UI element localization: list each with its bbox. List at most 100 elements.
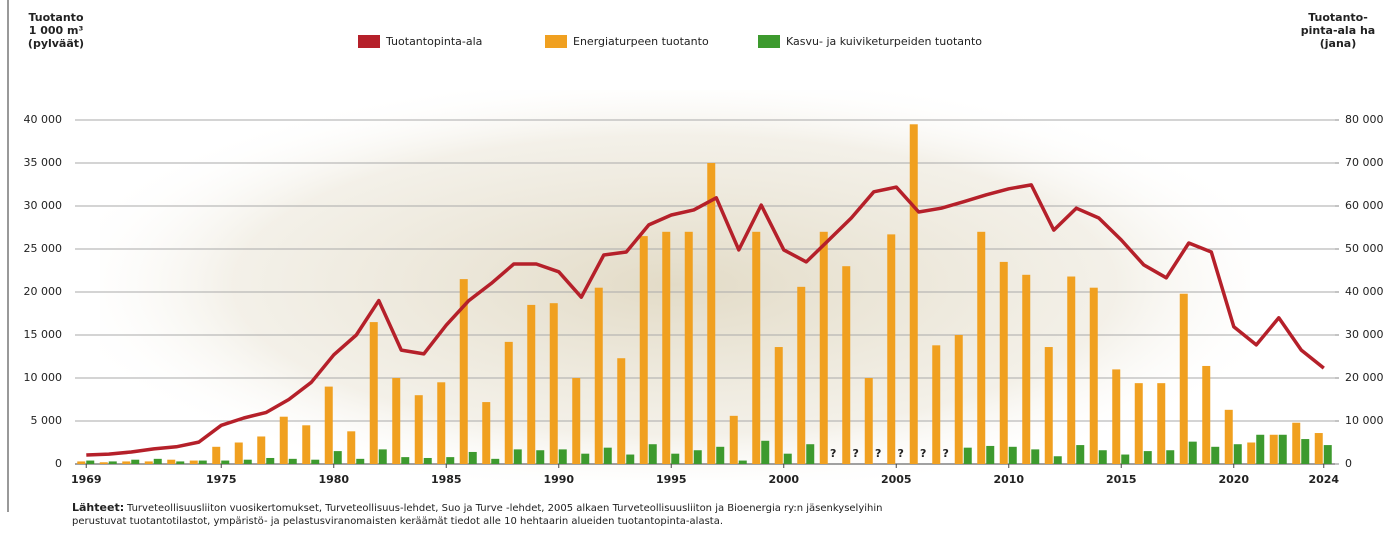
bar	[527, 305, 535, 464]
bar	[1324, 445, 1332, 464]
bar	[887, 234, 895, 464]
bar	[842, 266, 850, 464]
bar	[685, 232, 693, 464]
bar	[1090, 288, 1098, 464]
bar	[311, 460, 319, 464]
value-label: ?	[898, 447, 904, 460]
bar	[77, 461, 85, 464]
bar	[289, 459, 297, 464]
bar	[437, 382, 445, 464]
bar	[1112, 369, 1120, 464]
x-tick-label: 1969	[71, 473, 102, 486]
bar	[415, 395, 423, 464]
y2-tick-label: 0	[1345, 457, 1352, 470]
bar	[235, 443, 243, 465]
y2-axis-label: Tuotanto-	[1308, 11, 1368, 24]
legend-swatch	[358, 35, 380, 48]
bar	[482, 402, 490, 464]
bar	[1256, 435, 1264, 464]
bar	[932, 345, 940, 464]
y-tick-label: 15 000	[24, 328, 63, 341]
bar	[446, 457, 454, 464]
bar	[1054, 456, 1062, 464]
bar	[1202, 366, 1210, 464]
bar	[1225, 410, 1233, 464]
bar	[514, 449, 522, 464]
bar	[392, 378, 400, 464]
bar	[1301, 439, 1309, 464]
bar	[145, 461, 153, 464]
bar	[977, 232, 985, 464]
source-text: perustuvat tuotantotilastot, ympäristö- …	[72, 516, 723, 527]
bar	[752, 232, 760, 464]
bar	[257, 436, 265, 464]
x-tick-label: 2010	[993, 473, 1024, 486]
bar	[1135, 383, 1143, 464]
bar	[1315, 433, 1323, 464]
bar	[491, 459, 499, 464]
y2-tick-label: 40 000	[1345, 285, 1384, 298]
bar	[775, 347, 783, 464]
bar	[572, 378, 580, 464]
value-label: ?	[853, 447, 859, 460]
bar	[1189, 442, 1197, 464]
y2-tick-label: 70 000	[1345, 156, 1384, 169]
y2-tick-label: 20 000	[1345, 371, 1384, 384]
legend-label: Energiaturpeen tuotanto	[573, 35, 709, 48]
value-label: ?	[943, 447, 949, 460]
y-tick-label: 5 000	[31, 414, 63, 427]
bar	[739, 461, 747, 464]
bar	[1099, 450, 1107, 464]
bar	[1292, 423, 1300, 464]
bar	[199, 461, 207, 464]
bar	[1144, 451, 1152, 464]
bar	[334, 451, 342, 464]
bar	[1009, 447, 1017, 464]
y2-tick-label: 50 000	[1345, 242, 1384, 255]
bar	[1180, 294, 1188, 464]
bar	[212, 447, 220, 464]
bar	[469, 452, 477, 464]
bar	[865, 378, 873, 464]
bar	[1076, 445, 1084, 464]
x-tick-label: 1995	[656, 473, 687, 486]
bar	[379, 449, 387, 464]
bar	[1067, 277, 1075, 464]
bar	[302, 425, 310, 464]
source-text: Turveteollisuusliiton vuosikertomukset, …	[126, 503, 883, 514]
bar	[356, 459, 364, 464]
bar	[280, 417, 288, 464]
bar	[581, 454, 589, 464]
bar	[1000, 262, 1008, 464]
bar	[424, 458, 432, 464]
bar	[595, 288, 603, 464]
y-tick-label: 30 000	[24, 199, 63, 212]
x-tick-label: 1975	[206, 473, 237, 486]
y2-tick-label: 10 000	[1345, 414, 1384, 427]
value-label: ?	[875, 447, 881, 460]
bar	[986, 446, 994, 464]
y2-axis-label: pinta-ala ha	[1301, 24, 1375, 37]
bar	[964, 448, 972, 464]
y2-axis-label: (jana)	[1320, 37, 1357, 50]
bar	[617, 358, 625, 464]
legend-label: Kasvu- ja kuiviketurpeiden tuotanto	[786, 35, 982, 48]
chart: Lähteet: 05 00010 00015 00020 00025 0003…	[0, 0, 1395, 538]
bar	[347, 431, 355, 464]
bar	[176, 461, 184, 464]
bar	[730, 416, 738, 464]
bar	[1234, 444, 1242, 464]
y-tick-label: 20 000	[24, 285, 63, 298]
legend-label: Tuotantopinta-ala	[385, 35, 482, 48]
x-tick-label: 1985	[431, 473, 462, 486]
y-tick-label: 40 000	[24, 113, 63, 126]
source-label: Lähteet:	[72, 501, 124, 514]
bar	[154, 459, 162, 464]
bar	[550, 303, 558, 464]
bar	[626, 455, 634, 464]
bar	[370, 322, 378, 464]
y-tick-label: 0	[55, 457, 62, 470]
bar	[1211, 447, 1219, 464]
bar	[671, 454, 679, 464]
bar	[604, 448, 612, 464]
